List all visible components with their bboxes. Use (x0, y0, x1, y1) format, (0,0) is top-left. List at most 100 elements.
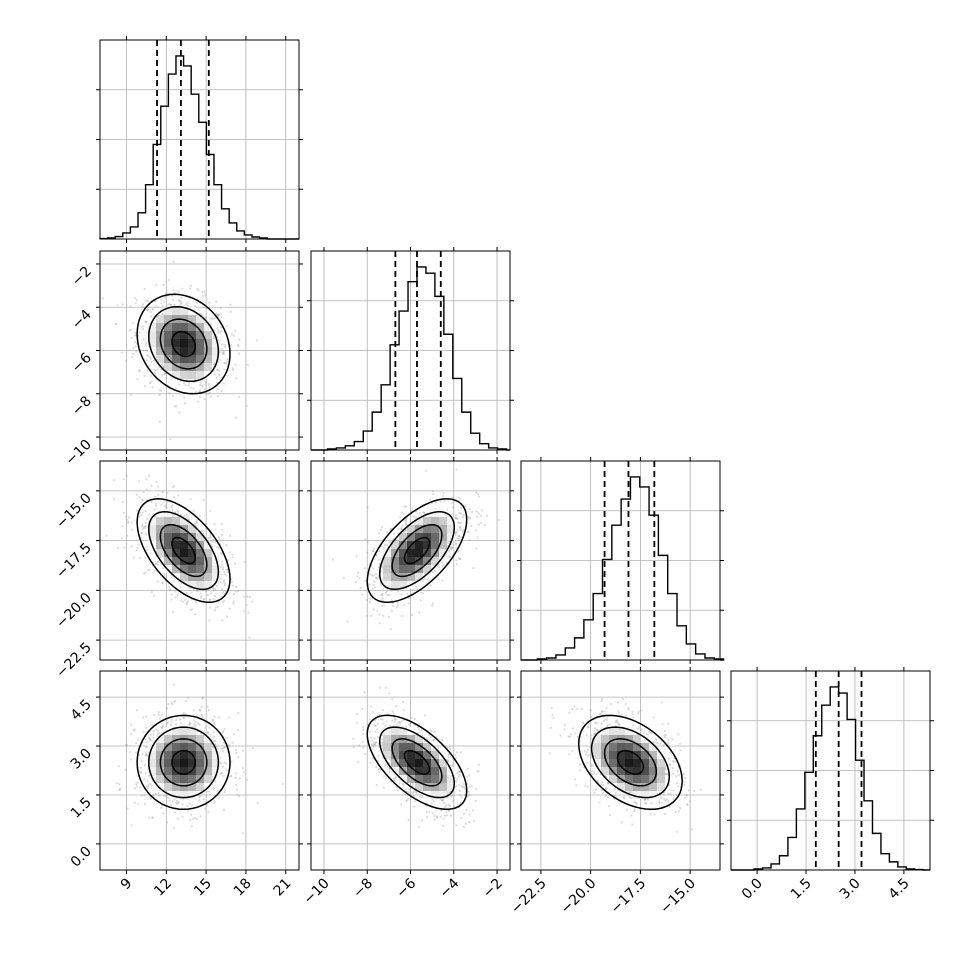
scatter-point (146, 308, 149, 311)
scatter-point (122, 511, 125, 515)
density-cell (407, 759, 415, 767)
contour-level-2 (378, 726, 456, 799)
scatter-point (420, 796, 423, 799)
density-cell (423, 743, 431, 751)
density-cell (188, 783, 196, 791)
density-cell (180, 355, 188, 363)
scatter-point (411, 784, 414, 788)
scatter-point (214, 780, 217, 783)
scatter-point (150, 380, 153, 383)
scatter-point (177, 494, 180, 497)
scatter-point (234, 363, 237, 366)
scatter-point (498, 518, 501, 522)
scatter-point (455, 531, 458, 534)
scatter-point (175, 801, 178, 804)
scatter-point (145, 533, 148, 536)
scatter-point (376, 736, 379, 739)
scatter-point (416, 588, 419, 591)
scatter-point (120, 537, 123, 540)
scatter-point (135, 299, 138, 302)
scatter-point (358, 744, 361, 747)
scatter-point (404, 521, 407, 524)
scatter-point (174, 386, 177, 389)
scatter-point (205, 391, 208, 395)
panel-frame (99, 670, 300, 871)
scatter-point (208, 537, 211, 540)
scatter-point (454, 533, 457, 537)
scatter-point (423, 512, 426, 515)
density-cell (407, 775, 415, 783)
scatter-point (243, 609, 246, 612)
scatter-point (361, 593, 364, 596)
scatter-point (194, 613, 197, 616)
scatter-point (456, 517, 459, 520)
scatter-point (149, 357, 152, 360)
scatter-point (138, 770, 141, 773)
density-cell (407, 751, 415, 759)
scatter-point (146, 354, 149, 357)
scatter-point (399, 516, 402, 519)
density-cell (172, 331, 180, 339)
scatter-point (145, 299, 148, 302)
scatter-point (575, 707, 578, 711)
scatter-point (199, 312, 202, 315)
scatter-point (183, 717, 186, 720)
scatter-point (407, 818, 410, 822)
scatter-point (226, 737, 229, 740)
scatter-point (160, 389, 163, 392)
scatter-point (399, 720, 402, 723)
scatter-point (134, 296, 137, 299)
scatter-point (220, 747, 223, 751)
scatter-point (226, 568, 229, 571)
scatter-point (209, 317, 212, 320)
scatter-point (173, 303, 176, 306)
scatter-point (184, 712, 187, 715)
scatter-point (378, 613, 381, 616)
scatter-point (177, 298, 180, 301)
scatter-point (217, 313, 220, 317)
scatter-point (448, 549, 451, 553)
scatter-point (178, 718, 182, 721)
density-cell (415, 735, 423, 743)
scatter-point (137, 543, 140, 546)
scatter-point (408, 787, 411, 791)
scatter-point (144, 320, 147, 323)
scatter-point (225, 568, 228, 571)
scatter-point (203, 398, 206, 401)
scatter-point (477, 763, 480, 766)
scatter-point (172, 827, 175, 830)
contour-level-0 (171, 536, 196, 565)
scatter-point (203, 388, 206, 391)
density-cell (439, 767, 447, 775)
density-cell (383, 735, 391, 743)
contour-level-3 (136, 498, 231, 604)
scatter-point (186, 804, 189, 808)
scatter-point (134, 751, 138, 754)
scatter-point (211, 719, 214, 722)
scatter-point (212, 587, 215, 590)
scatter-point (222, 351, 225, 354)
scatter-point (346, 620, 349, 623)
scatter-point (223, 791, 226, 794)
scatter-point (402, 708, 405, 712)
scatter-point (165, 507, 168, 510)
density-cell (399, 557, 407, 565)
scatter-point (374, 743, 377, 747)
scatter-point (161, 581, 164, 584)
scatter-point (149, 310, 152, 313)
scatter-point (134, 302, 137, 305)
scatter-point (170, 701, 173, 704)
scatter-point (194, 724, 197, 727)
scatter-point (145, 548, 148, 552)
scatter-point (207, 810, 210, 813)
density-cell (180, 347, 188, 355)
scatter-point (145, 785, 148, 788)
scatter-point (130, 723, 133, 726)
density-cell (391, 735, 399, 743)
scatter-point (172, 289, 175, 292)
scatter-point (460, 796, 463, 799)
scatter-point (417, 825, 420, 829)
scatter-point (423, 578, 426, 581)
scatter-point (218, 535, 221, 539)
scatter-point (431, 571, 435, 574)
